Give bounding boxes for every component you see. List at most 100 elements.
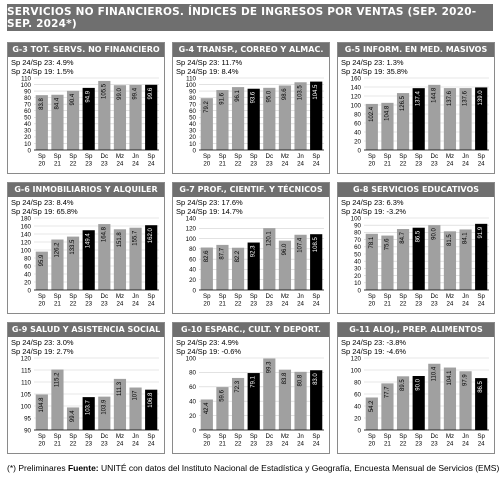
x-tick-label: 24 — [148, 301, 155, 308]
x-tick-label: 22 — [235, 161, 242, 168]
bar — [129, 387, 142, 430]
stat-line: Sp 24/Sp 23: 3.0% — [11, 338, 74, 347]
y-tick-label: 80 — [189, 370, 196, 377]
data-label: 77.7 — [384, 386, 390, 398]
x-tick-label: Sp — [477, 433, 485, 440]
y-tick-label: 120 — [21, 239, 32, 246]
x-tick-label: Mz — [281, 433, 289, 440]
x-tick-label: 22 — [400, 301, 407, 308]
x-tick-label: 24 — [462, 441, 469, 448]
data-label: 92.3 — [251, 245, 257, 257]
x-tick-label: 24 — [462, 301, 469, 308]
bar — [381, 383, 394, 430]
stat-line: Sp 24/Sp 23: -3.8% — [341, 338, 407, 347]
x-tick-label: Sp — [203, 293, 211, 300]
x-tick-label: Sp — [384, 293, 392, 300]
bar-chart-svg: 010203040506070809010011079.2Sp2091.6Sp2… — [186, 75, 324, 168]
chart-title: G-6 INMOBILIARIOS Y ALQUILER — [8, 183, 164, 197]
y-tick-label: 0 — [358, 147, 362, 154]
data-label: 83.8 — [282, 372, 288, 384]
bar — [35, 251, 48, 290]
chart-panel-g-10: G-10 ESPARC., CULT. Y DEPORT. Sp 24/Sp 23… — [172, 322, 330, 454]
bar — [263, 358, 276, 430]
bar — [412, 376, 425, 430]
y-tick-label: 90 — [24, 88, 31, 95]
x-tick-label: Sp — [250, 293, 258, 300]
y-tick-label: 0 — [193, 427, 197, 434]
bar — [428, 225, 441, 290]
data-label: 54.2 — [369, 400, 375, 412]
data-label: 84.4 — [54, 97, 60, 109]
y-tick-label: 60 — [354, 120, 361, 127]
x-tick-label: 23 — [266, 441, 273, 448]
chart-title: G-7 PROF., CIENTIF. Y TÉCNICOS — [173, 183, 329, 197]
x-tick-label: Sp — [234, 433, 242, 440]
data-label: 164.8 — [101, 226, 107, 242]
x-tick-label: Sp — [368, 153, 376, 160]
bar-chart-svg: 020406080100120140160102.4Sp20104.8Sp211… — [351, 75, 489, 168]
y-tick-label: 20 — [354, 273, 361, 280]
stat-line: Sp 24/Sp 19: 1.5% — [11, 67, 74, 76]
y-tick-label: 20 — [189, 413, 196, 420]
x-tick-label: Dc — [431, 433, 439, 440]
chart-panel-g-3: G-3 TOT. SERVS. NO FINANCIERO Sp 24/Sp 23… — [7, 42, 165, 174]
x-tick-label: 24 — [478, 301, 485, 308]
data-label: 104.8 — [384, 105, 390, 121]
bar — [396, 229, 410, 290]
x-tick-label: 24 — [132, 441, 139, 448]
data-label: 106.8 — [148, 392, 154, 408]
x-tick-label: Mz — [116, 293, 124, 300]
y-tick-label: 20 — [24, 279, 31, 286]
x-tick-label: 24 — [281, 441, 288, 448]
x-tick-label: 23 — [85, 161, 92, 168]
data-label: 99.4 — [133, 87, 139, 99]
data-label: 91.9 — [478, 226, 484, 238]
y-tick-label: 10 — [24, 141, 31, 148]
data-label: 95.9 — [39, 254, 45, 266]
bar — [381, 235, 394, 290]
stat-line: Sp 24/Sp 23: 4.9% — [11, 58, 74, 67]
stat-line: Sp 24/Sp 23: 1.3% — [341, 58, 404, 67]
data-label: 149.4 — [86, 233, 92, 249]
data-label: 96.1 — [235, 89, 241, 101]
stat-line: Sp 24/Sp 23: 17.6% — [176, 198, 243, 207]
x-tick-label: Sp — [312, 293, 320, 300]
y-tick-label: 10 — [189, 141, 196, 148]
data-label: 81.5 — [447, 234, 453, 246]
y-tick-label: 50 — [189, 115, 196, 122]
data-label: 151.8 — [117, 232, 123, 248]
x-tick-label: 24 — [462, 161, 469, 168]
stat-line: Sp 24/Sp 19: 8.4% — [176, 67, 239, 76]
y-tick-label: 30 — [189, 128, 196, 135]
bar — [396, 93, 410, 150]
x-tick-label: Sp — [85, 433, 93, 440]
x-tick-label: Dc — [101, 433, 109, 440]
stat-line: Sp 24/Sp 19: 35.8% — [341, 67, 408, 76]
data-label: 126.2 — [54, 242, 60, 258]
bar — [35, 394, 48, 430]
x-tick-label: Sp — [415, 433, 423, 440]
y-tick-label: 80 — [354, 230, 361, 237]
data-label: 99.6 — [148, 87, 154, 99]
bar-chart-svg: 02040608010042.4Sp2059.6Sp2172.3Sp2279.1… — [186, 355, 324, 448]
x-tick-label: Mz — [446, 433, 454, 440]
y-tick-label: 110 — [186, 75, 196, 82]
data-label: 80.8 — [298, 374, 304, 386]
data-label: 82.6 — [204, 250, 210, 262]
y-tick-label: 100 — [351, 367, 362, 374]
y-tick-label: 90 — [354, 223, 361, 230]
bar — [459, 371, 472, 430]
x-tick-label: Jn — [462, 153, 469, 160]
data-label: 107.4 — [298, 237, 304, 253]
stat-line: Sp 24/Sp 23: 11.7% — [176, 58, 243, 67]
y-tick-label: 110 — [21, 75, 31, 82]
y-tick-label: 180 — [21, 215, 32, 222]
bar — [82, 87, 95, 150]
bar — [231, 87, 245, 150]
data-label: 83.8 — [39, 97, 45, 109]
bar — [66, 90, 80, 150]
x-tick-label: Sp — [384, 153, 392, 160]
x-tick-label: 22 — [70, 161, 77, 168]
x-tick-label: Jn — [132, 153, 139, 160]
x-tick-label: Sp — [69, 293, 77, 300]
